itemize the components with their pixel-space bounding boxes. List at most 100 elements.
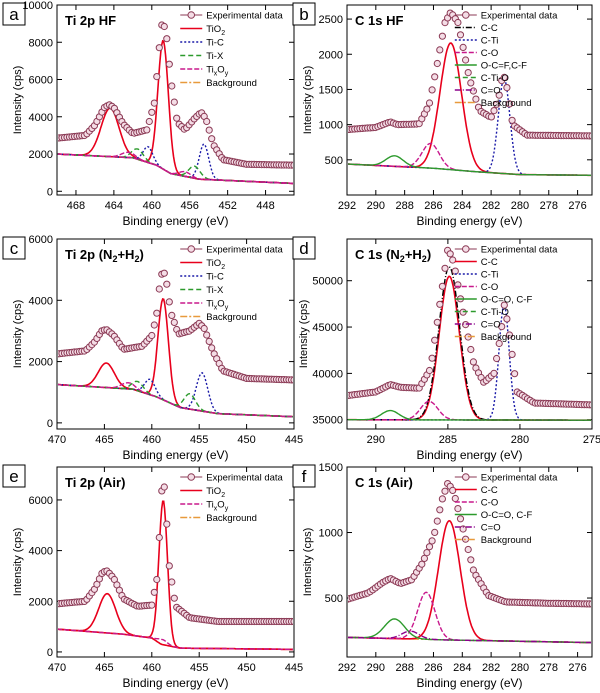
x-axis-label: Binding energy (eV) [416, 676, 522, 690]
title-part: C 1s (N [355, 247, 400, 262]
legend-text: Experimental data [206, 11, 283, 22]
experimental-point [170, 594, 178, 602]
x-tick-label: 286 [424, 662, 442, 674]
legend-entry: Ti-X [180, 285, 224, 296]
legend-label: Background [206, 513, 257, 524]
fit-curve-c-c [348, 42, 591, 177]
legend-label: Background [481, 332, 532, 343]
x-tick-label: 284 [453, 200, 471, 212]
legend-entry: C-C [454, 485, 498, 496]
y-tick-label: 35000 [312, 415, 343, 427]
legend-entry: C=O [454, 523, 501, 534]
y-axis-label: Intensity (cps) [12, 300, 24, 368]
legend-swatch-marker [187, 11, 196, 19]
x-tick-label: 288 [395, 200, 413, 212]
plot-frame [56, 238, 295, 430]
legend-entry: Ti-X [180, 51, 224, 62]
experimental-point [148, 331, 156, 340]
experimental-point [449, 256, 457, 264]
legend-swatch-marker [462, 245, 470, 253]
experimental-point [170, 318, 178, 326]
legend-label: Background [481, 535, 532, 546]
experimental-point [495, 91, 503, 99]
panel-letter-box [2, 2, 26, 26]
legend-subscript: y [225, 506, 229, 513]
experimental-point [451, 494, 459, 503]
legend-text: C-C [481, 23, 498, 34]
legend-subscript: y [225, 305, 229, 312]
experimental-point [160, 483, 168, 491]
x-axis-label: Binding energy (eV) [416, 448, 522, 462]
y-tick-label: 6000 [29, 234, 53, 246]
legend-label: C-C [481, 23, 498, 34]
legend-text-after: O [217, 299, 224, 310]
y-tick-label: 500 [325, 155, 343, 167]
fit-curve-ti-x [58, 383, 293, 418]
experimental-point [208, 344, 216, 352]
legend-label: C=O [481, 86, 501, 97]
legend-label: C-Ti-O [481, 73, 509, 84]
experimental-point [438, 282, 446, 290]
fit-curve-tixoy [58, 381, 293, 418]
experimental-point [428, 537, 436, 545]
legend-entry: C-Ti [454, 270, 499, 281]
legend-entry: Background [180, 513, 257, 524]
legend-text: Ti-C [206, 38, 224, 49]
y-tick-label: 500 [325, 593, 343, 605]
x-tick-label: 292 [338, 200, 356, 212]
legend-text: Ti [206, 500, 214, 511]
legend-entry: O-C=O, C-F [454, 295, 533, 306]
experimental-point [438, 32, 446, 40]
legend-entry: C-O [454, 48, 498, 59]
y-tick-label: 2000 [29, 596, 53, 608]
y-tick-label: 4000 [29, 546, 53, 558]
y-axis-label: Intensity (cps) [302, 528, 314, 596]
legend-label: Experimental data [481, 245, 558, 256]
legend-text: C-O [481, 282, 498, 293]
legend-text: TiO [206, 258, 221, 269]
y-tick-label: 1500 [319, 462, 343, 474]
fit-curve-c-o [348, 630, 591, 644]
experimental-point [464, 545, 472, 554]
legend-text: O-C=O, C-F [481, 510, 533, 521]
panel-letter: d [299, 239, 308, 258]
experimental-point [153, 73, 161, 81]
x-tick-label: 470 [48, 662, 66, 674]
experimental-point [148, 601, 156, 609]
title-part: +H [405, 247, 422, 262]
legend-entry: C-C [454, 257, 498, 268]
panel-c: c 470 465 460 455 450 445 0 2000 4000 6000 Binding … [2, 234, 303, 462]
legend-text: C-C [481, 257, 498, 268]
legend-label: C-Ti [481, 270, 499, 281]
title-part: +H [117, 247, 134, 262]
legend-entry: Experimental data [454, 11, 558, 22]
experimental-point [498, 323, 506, 331]
panel-a: a 468 464 460 456 452 448 0 2000 4000 6000 8000 1000… [2, 0, 295, 228]
experimental-point [467, 345, 475, 354]
legend-label: O-C=O, C-F [481, 295, 533, 306]
experimental-point [588, 401, 591, 409]
x-tick-label: 292 [338, 662, 356, 674]
legend-entry: C-Ti-O [454, 307, 509, 318]
plot-frame [346, 4, 593, 196]
legend-label: C-O [481, 48, 498, 59]
legend-entry: Experimental data [454, 245, 558, 256]
experimental-point [490, 107, 498, 115]
legend-text: Experimental data [481, 473, 558, 484]
legend-label: TixOy [206, 65, 228, 78]
panel-b: b 292 290 288 286 284 282 280 278 276 500 1000 1500 2… [292, 2, 593, 228]
x-tick-label: 456 [181, 200, 199, 212]
legend-label: TiO2 [206, 486, 225, 499]
x-tick-label: 278 [540, 662, 558, 674]
legend-text: Background [206, 78, 257, 89]
experimental-point [143, 126, 151, 134]
legend-entry: Background [454, 98, 532, 109]
legend-entry: C-O [454, 498, 498, 509]
legend-text-after: O [217, 500, 224, 511]
legend-entry: Ti-C [180, 38, 224, 49]
experimental-point [170, 98, 178, 106]
experimental-point [205, 126, 213, 134]
legend-label: Background [206, 312, 257, 323]
legend-text: Ti-X [206, 285, 224, 296]
legend-text-after: O [217, 65, 224, 76]
